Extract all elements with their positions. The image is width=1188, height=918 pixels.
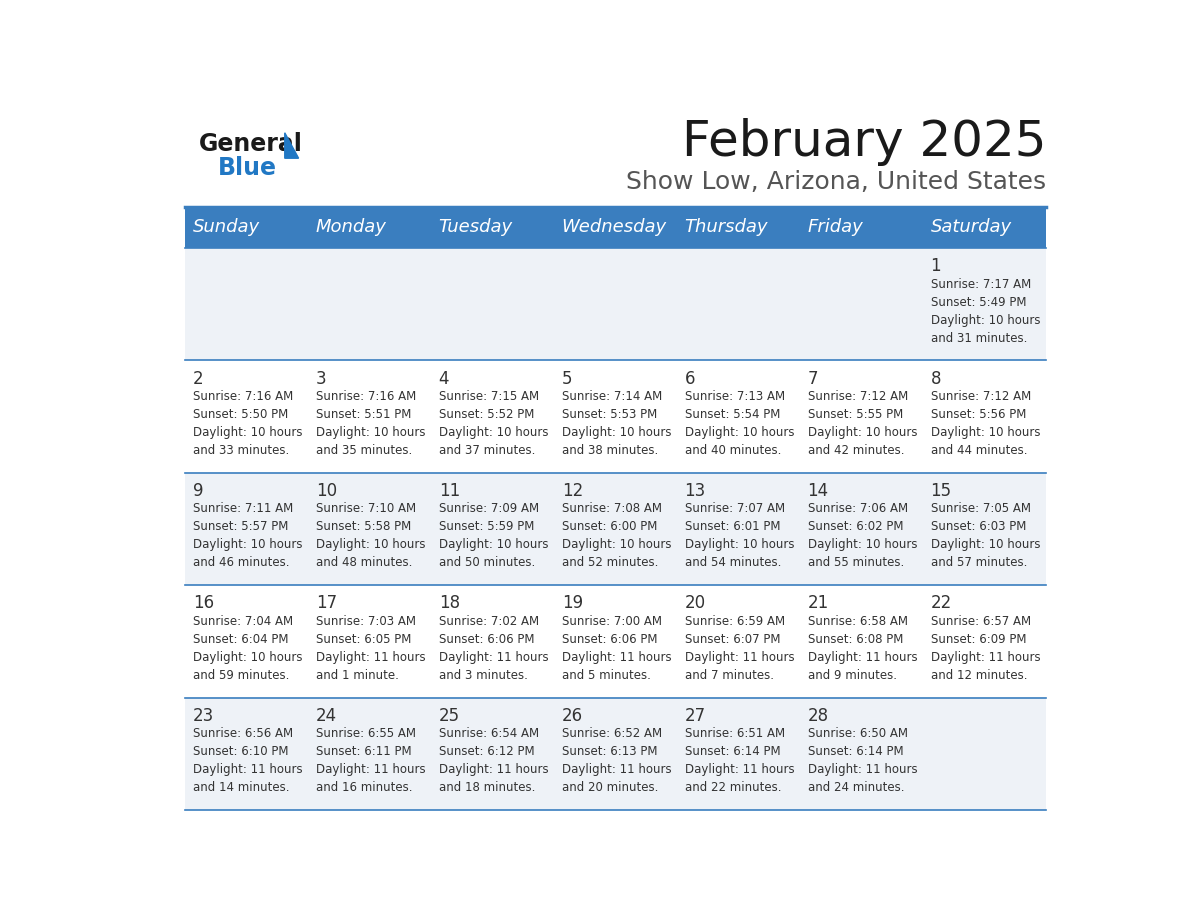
Text: Sunrise: 7:12 AM
Sunset: 5:56 PM
Daylight: 10 hours
and 44 minutes.: Sunrise: 7:12 AM Sunset: 5:56 PM Dayligh… bbox=[930, 390, 1040, 457]
Text: Sunrise: 7:06 AM
Sunset: 6:02 PM
Daylight: 10 hours
and 55 minutes.: Sunrise: 7:06 AM Sunset: 6:02 PM Dayligh… bbox=[808, 502, 917, 569]
Text: 16: 16 bbox=[192, 594, 214, 612]
Text: Sunrise: 7:11 AM
Sunset: 5:57 PM
Daylight: 10 hours
and 46 minutes.: Sunrise: 7:11 AM Sunset: 5:57 PM Dayligh… bbox=[192, 502, 302, 569]
Text: Sunrise: 6:56 AM
Sunset: 6:10 PM
Daylight: 11 hours
and 14 minutes.: Sunrise: 6:56 AM Sunset: 6:10 PM Dayligh… bbox=[192, 727, 302, 794]
Text: 10: 10 bbox=[316, 482, 337, 500]
Text: 9: 9 bbox=[192, 482, 203, 500]
Text: Sunrise: 7:08 AM
Sunset: 6:00 PM
Daylight: 10 hours
and 52 minutes.: Sunrise: 7:08 AM Sunset: 6:00 PM Dayligh… bbox=[562, 502, 671, 569]
Bar bbox=[185, 207, 309, 248]
Text: Sunrise: 6:50 AM
Sunset: 6:14 PM
Daylight: 11 hours
and 24 minutes.: Sunrise: 6:50 AM Sunset: 6:14 PM Dayligh… bbox=[808, 727, 917, 794]
Text: 18: 18 bbox=[438, 594, 460, 612]
Text: Sunday: Sunday bbox=[192, 218, 260, 237]
Text: February 2025: February 2025 bbox=[682, 118, 1047, 166]
Text: Sunrise: 6:54 AM
Sunset: 6:12 PM
Daylight: 11 hours
and 18 minutes.: Sunrise: 6:54 AM Sunset: 6:12 PM Dayligh… bbox=[438, 727, 549, 794]
Text: 26: 26 bbox=[562, 707, 583, 724]
Text: Sunrise: 6:57 AM
Sunset: 6:09 PM
Daylight: 11 hours
and 12 minutes.: Sunrise: 6:57 AM Sunset: 6:09 PM Dayligh… bbox=[930, 615, 1041, 682]
Text: Wednesday: Wednesday bbox=[562, 218, 666, 237]
Text: 8: 8 bbox=[930, 370, 941, 387]
Text: 14: 14 bbox=[808, 482, 829, 500]
Text: Sunrise: 6:52 AM
Sunset: 6:13 PM
Daylight: 11 hours
and 20 minutes.: Sunrise: 6:52 AM Sunset: 6:13 PM Dayligh… bbox=[562, 727, 671, 794]
Text: 19: 19 bbox=[562, 594, 583, 612]
Text: Sunrise: 7:03 AM
Sunset: 6:05 PM
Daylight: 11 hours
and 1 minute.: Sunrise: 7:03 AM Sunset: 6:05 PM Dayligh… bbox=[316, 615, 425, 682]
Text: 12: 12 bbox=[562, 482, 583, 500]
Text: Sunrise: 7:13 AM
Sunset: 5:54 PM
Daylight: 10 hours
and 40 minutes.: Sunrise: 7:13 AM Sunset: 5:54 PM Dayligh… bbox=[684, 390, 794, 457]
Text: 15: 15 bbox=[930, 482, 952, 500]
Text: 3: 3 bbox=[316, 370, 327, 387]
Text: Sunrise: 7:15 AM
Sunset: 5:52 PM
Daylight: 10 hours
and 37 minutes.: Sunrise: 7:15 AM Sunset: 5:52 PM Dayligh… bbox=[438, 390, 548, 457]
Text: 28: 28 bbox=[808, 707, 829, 724]
Bar bbox=[185, 698, 1047, 810]
Text: General: General bbox=[200, 132, 303, 156]
Bar bbox=[309, 207, 431, 248]
Text: Sunrise: 7:16 AM
Sunset: 5:51 PM
Daylight: 10 hours
and 35 minutes.: Sunrise: 7:16 AM Sunset: 5:51 PM Dayligh… bbox=[316, 390, 425, 457]
Bar bbox=[801, 207, 923, 248]
Text: Thursday: Thursday bbox=[684, 218, 769, 237]
Text: Sunrise: 6:58 AM
Sunset: 6:08 PM
Daylight: 11 hours
and 9 minutes.: Sunrise: 6:58 AM Sunset: 6:08 PM Dayligh… bbox=[808, 615, 917, 682]
Text: Monday: Monday bbox=[316, 218, 386, 237]
Text: Sunrise: 7:17 AM
Sunset: 5:49 PM
Daylight: 10 hours
and 31 minutes.: Sunrise: 7:17 AM Sunset: 5:49 PM Dayligh… bbox=[930, 277, 1040, 344]
Text: 6: 6 bbox=[684, 370, 695, 387]
Bar bbox=[185, 473, 1047, 585]
Text: 17: 17 bbox=[316, 594, 337, 612]
Text: 22: 22 bbox=[930, 594, 952, 612]
Text: 27: 27 bbox=[684, 707, 706, 724]
Text: Tuesday: Tuesday bbox=[438, 218, 513, 237]
Text: Show Low, Arizona, United States: Show Low, Arizona, United States bbox=[626, 170, 1047, 195]
Text: Sunrise: 6:51 AM
Sunset: 6:14 PM
Daylight: 11 hours
and 22 minutes.: Sunrise: 6:51 AM Sunset: 6:14 PM Dayligh… bbox=[684, 727, 795, 794]
Bar bbox=[431, 207, 555, 248]
Bar bbox=[185, 585, 1047, 698]
Bar bbox=[555, 207, 677, 248]
Text: 24: 24 bbox=[316, 707, 337, 724]
Text: Sunrise: 7:00 AM
Sunset: 6:06 PM
Daylight: 11 hours
and 5 minutes.: Sunrise: 7:00 AM Sunset: 6:06 PM Dayligh… bbox=[562, 615, 671, 682]
Text: Sunrise: 7:07 AM
Sunset: 6:01 PM
Daylight: 10 hours
and 54 minutes.: Sunrise: 7:07 AM Sunset: 6:01 PM Dayligh… bbox=[684, 502, 794, 569]
Text: Sunrise: 7:09 AM
Sunset: 5:59 PM
Daylight: 10 hours
and 50 minutes.: Sunrise: 7:09 AM Sunset: 5:59 PM Dayligh… bbox=[438, 502, 548, 569]
Text: Sunrise: 7:05 AM
Sunset: 6:03 PM
Daylight: 10 hours
and 57 minutes.: Sunrise: 7:05 AM Sunset: 6:03 PM Dayligh… bbox=[930, 502, 1040, 569]
Bar bbox=[923, 207, 1047, 248]
Bar bbox=[185, 248, 1047, 361]
Polygon shape bbox=[285, 133, 298, 158]
Text: Sunrise: 7:12 AM
Sunset: 5:55 PM
Daylight: 10 hours
and 42 minutes.: Sunrise: 7:12 AM Sunset: 5:55 PM Dayligh… bbox=[808, 390, 917, 457]
Text: 5: 5 bbox=[562, 370, 573, 387]
Text: 1: 1 bbox=[930, 257, 941, 275]
Text: Sunrise: 7:14 AM
Sunset: 5:53 PM
Daylight: 10 hours
and 38 minutes.: Sunrise: 7:14 AM Sunset: 5:53 PM Dayligh… bbox=[562, 390, 671, 457]
Text: Saturday: Saturday bbox=[930, 218, 1012, 237]
Text: 20: 20 bbox=[684, 594, 706, 612]
Text: Sunrise: 7:16 AM
Sunset: 5:50 PM
Daylight: 10 hours
and 33 minutes.: Sunrise: 7:16 AM Sunset: 5:50 PM Dayligh… bbox=[192, 390, 302, 457]
Text: Sunrise: 6:59 AM
Sunset: 6:07 PM
Daylight: 11 hours
and 7 minutes.: Sunrise: 6:59 AM Sunset: 6:07 PM Dayligh… bbox=[684, 615, 795, 682]
Bar bbox=[185, 361, 1047, 473]
Text: 21: 21 bbox=[808, 594, 829, 612]
Text: 13: 13 bbox=[684, 482, 706, 500]
Text: 2: 2 bbox=[192, 370, 203, 387]
Text: Sunrise: 7:04 AM
Sunset: 6:04 PM
Daylight: 10 hours
and 59 minutes.: Sunrise: 7:04 AM Sunset: 6:04 PM Dayligh… bbox=[192, 615, 302, 682]
Text: 4: 4 bbox=[438, 370, 449, 387]
Text: 11: 11 bbox=[438, 482, 460, 500]
Text: Sunrise: 6:55 AM
Sunset: 6:11 PM
Daylight: 11 hours
and 16 minutes.: Sunrise: 6:55 AM Sunset: 6:11 PM Dayligh… bbox=[316, 727, 425, 794]
Text: Sunrise: 7:02 AM
Sunset: 6:06 PM
Daylight: 11 hours
and 3 minutes.: Sunrise: 7:02 AM Sunset: 6:06 PM Dayligh… bbox=[438, 615, 549, 682]
Text: 23: 23 bbox=[192, 707, 214, 724]
Text: Friday: Friday bbox=[808, 218, 864, 237]
Text: Blue: Blue bbox=[217, 156, 277, 180]
Bar bbox=[677, 207, 801, 248]
Text: 25: 25 bbox=[438, 707, 460, 724]
Text: Sunrise: 7:10 AM
Sunset: 5:58 PM
Daylight: 10 hours
and 48 minutes.: Sunrise: 7:10 AM Sunset: 5:58 PM Dayligh… bbox=[316, 502, 425, 569]
Text: 7: 7 bbox=[808, 370, 819, 387]
